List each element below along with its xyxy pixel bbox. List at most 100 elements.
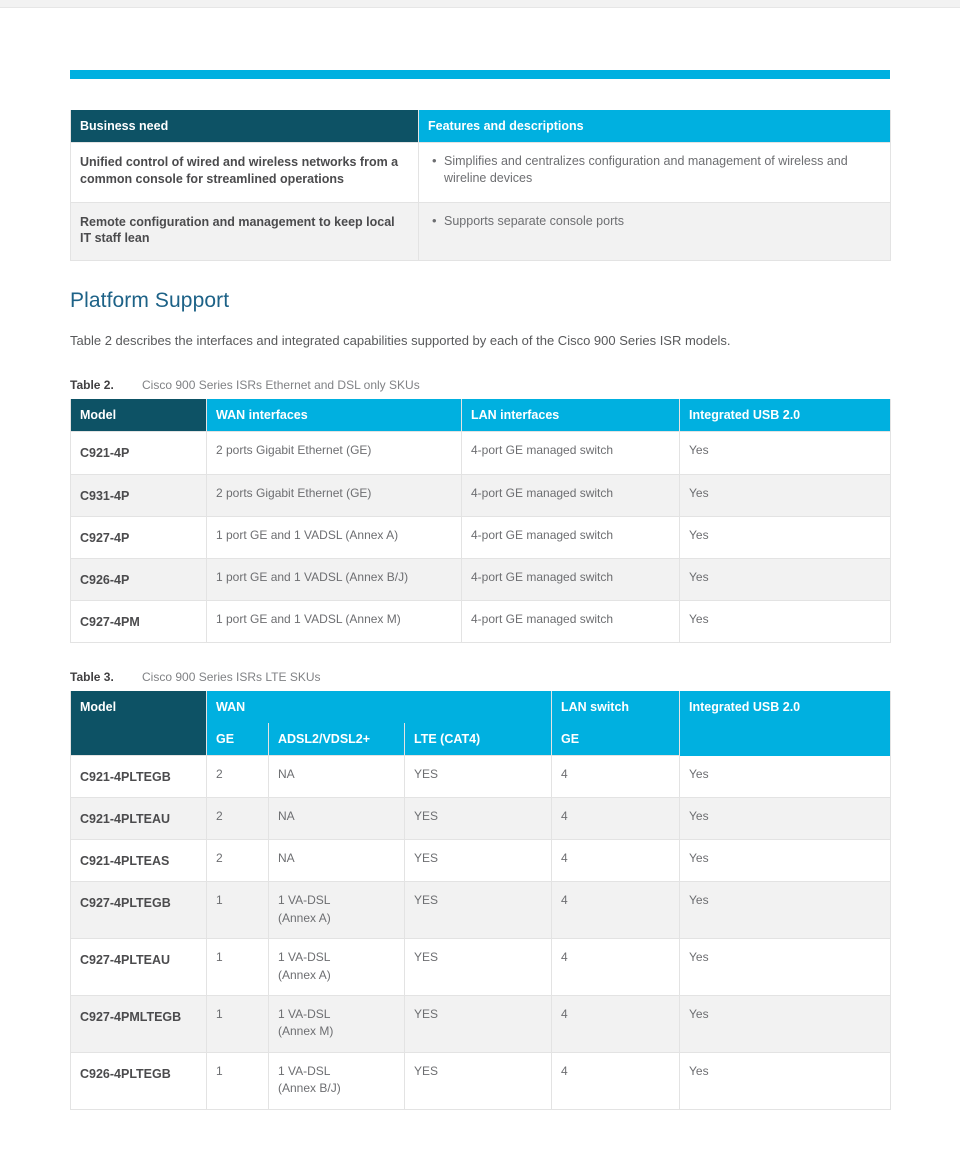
page-top-strip xyxy=(0,0,960,8)
model-cell: C927-4PLTEAU xyxy=(70,938,207,996)
lan-cell: 4-port GE managed switch xyxy=(461,516,680,559)
usb-cell: Yes xyxy=(679,797,891,841)
lte-cell: YES xyxy=(404,755,552,799)
section-intro-text: Table 2 describes the interfaces and int… xyxy=(70,333,731,349)
table-row: C927-4PMLTEGB 1 1 VA-DSL (Annex M) YES 4… xyxy=(70,995,891,1053)
model-cell: C921-4PLTEGB xyxy=(70,755,207,799)
table-row: C921-4PLTEGB 2 NA YES 4 Yes xyxy=(70,755,891,799)
column-header-model: Model xyxy=(70,691,207,757)
column-header-features: Features and descriptions xyxy=(418,110,891,143)
table-row: C927-4PM 1 port GE and 1 VADSL (Annex M)… xyxy=(70,600,891,644)
table-row: C927-4PLTEAU 1 1 VA-DSL (Annex A) YES 4 … xyxy=(70,938,891,996)
adsl-line-1: NA xyxy=(278,767,295,782)
lte-cell: YES xyxy=(404,797,552,841)
wan-ge-cell: 1 xyxy=(206,995,269,1053)
table-header-row: Business need Features and descriptions xyxy=(70,110,891,143)
model-cell: C921-4PLTEAS xyxy=(70,839,207,883)
lan-cell: 4-port GE managed switch xyxy=(461,431,680,475)
adsl-line-2: (Annex A) xyxy=(278,910,331,925)
usb-cell: Yes xyxy=(679,938,891,996)
wan-cell: 1 port GE and 1 VADSL (Annex M) xyxy=(206,600,462,644)
business-needs-table: Business need Features and descriptions … xyxy=(70,110,891,262)
adsl-line-1: 1 VA-DSL xyxy=(278,950,331,965)
lan-ge-cell: 4 xyxy=(551,797,680,841)
table-row: C921-4P 2 ports Gigabit Ethernet (GE) 4-… xyxy=(70,431,891,475)
table-header-group-row: Model WAN LAN switch Integrated USB 2.0 xyxy=(70,691,891,757)
model-cell: C927-4PM xyxy=(70,600,207,644)
lan-ge-cell: 4 xyxy=(551,881,680,940)
model-cell: C927-4PMLTEGB xyxy=(70,995,207,1053)
adsl-line-1: 1 VA-DSL xyxy=(278,1063,331,1078)
wan-cell: 1 port GE and 1 VADSL (Annex B/J) xyxy=(206,558,462,601)
features-cell: Simplifies and centralizes configuration… xyxy=(418,142,891,203)
lte-cell: YES xyxy=(404,1052,552,1110)
wan-cell: 2 ports Gigabit Ethernet (GE) xyxy=(206,474,462,517)
adsl-cell: NA xyxy=(268,755,405,799)
adsl-line-1: NA xyxy=(278,809,295,824)
usb-cell: Yes xyxy=(679,881,891,940)
usb-cell: Yes xyxy=(679,839,891,883)
table-row: C927-4PLTEGB 1 1 VA-DSL (Annex A) YES 4 … xyxy=(70,881,891,940)
table-row: C931-4P 2 ports Gigabit Ethernet (GE) 4-… xyxy=(70,474,891,517)
usb-cell: Yes xyxy=(679,995,891,1053)
table-row: Unified control of wired and wireless ne… xyxy=(70,142,891,203)
column-header-lte-cat4: LTE (CAT4) xyxy=(404,723,552,757)
table-row: Remote configuration and management to k… xyxy=(70,202,891,262)
model-cell: C927-4PLTEGB xyxy=(70,881,207,940)
column-header-integrated-usb: Integrated USB 2.0 xyxy=(679,691,891,756)
table3-lte-skus: Model WAN LAN switch Integrated USB 2.0 … xyxy=(70,691,891,1110)
model-cell: C921-4PLTEAU xyxy=(70,797,207,841)
column-header-business-need: Business need xyxy=(70,110,419,143)
model-cell: C931-4P xyxy=(70,474,207,517)
column-header-group-lan-switch: LAN switch xyxy=(551,691,680,724)
table-row: C927-4P 1 port GE and 1 VADSL (Annex A) … xyxy=(70,516,891,559)
lan-cell: 4-port GE managed switch xyxy=(461,600,680,644)
column-header-adsl-vdsl: ADSL2/VDSL2+ xyxy=(268,723,405,757)
usb-cell: Yes xyxy=(679,431,891,475)
wan-ge-cell: 2 xyxy=(206,797,269,841)
lte-cell: YES xyxy=(404,938,552,996)
lan-cell: 4-port GE managed switch xyxy=(461,474,680,517)
adsl-cell: 1 VA-DSL (Annex A) xyxy=(268,881,405,940)
accent-rule xyxy=(70,70,890,79)
adsl-cell: NA xyxy=(268,797,405,841)
lan-cell: 4-port GE managed switch xyxy=(461,558,680,601)
wan-ge-cell: 1 xyxy=(206,938,269,996)
table2-ethernet-dsl-skus: Model WAN interfaces LAN interfaces Inte… xyxy=(70,399,891,644)
column-header-lan-interfaces: LAN interfaces xyxy=(461,399,680,433)
table-row: C926-4PLTEGB 1 1 VA-DSL (Annex B/J) YES … xyxy=(70,1052,891,1110)
wan-ge-cell: 2 xyxy=(206,839,269,883)
features-list: Simplifies and centralizes configuration… xyxy=(428,152,880,188)
adsl-cell: 1 VA-DSL (Annex M) xyxy=(268,995,405,1053)
column-header-model: Model xyxy=(70,399,207,433)
adsl-cell: NA xyxy=(268,839,405,883)
model-cell: C927-4P xyxy=(70,516,207,559)
table2-caption-text: Cisco 900 Series ISRs Ethernet and DSL o… xyxy=(142,378,420,393)
usb-cell: Yes xyxy=(679,516,891,559)
column-header-wan-interfaces: WAN interfaces xyxy=(206,399,462,433)
lan-ge-cell: 4 xyxy=(551,1052,680,1110)
table2-caption-number: Table 2. xyxy=(70,378,114,393)
table2-caption: Table 2. Cisco 900 Series ISRs Ethernet a… xyxy=(70,378,890,392)
adsl-line-2: (Annex B/J) xyxy=(278,1081,341,1096)
column-header-lan-ge: GE xyxy=(551,723,680,757)
table-row: C921-4PLTEAU 2 NA YES 4 Yes xyxy=(70,797,891,841)
adsl-line-1: 1 VA-DSL xyxy=(278,1007,331,1021)
table-row: C921-4PLTEAS 2 NA YES 4 Yes xyxy=(70,839,891,883)
usb-cell: Yes xyxy=(679,755,891,799)
lte-cell: YES xyxy=(404,995,552,1053)
features-cell: Supports separate console ports xyxy=(418,202,891,262)
adsl-line-1: NA xyxy=(278,851,295,866)
column-header-integrated-usb: Integrated USB 2.0 xyxy=(679,399,891,433)
adsl-cell: 1 VA-DSL (Annex A) xyxy=(268,938,405,996)
adsl-cell: 1 VA-DSL (Annex B/J) xyxy=(268,1052,405,1110)
adsl-line-2: (Annex A) xyxy=(278,967,331,982)
model-cell: C926-4P xyxy=(70,558,207,601)
usb-cell: Yes xyxy=(679,1052,891,1110)
column-header-wan-ge: GE xyxy=(206,723,269,757)
wan-ge-cell: 1 xyxy=(206,881,269,940)
model-cell: C926-4PLTEGB xyxy=(70,1052,207,1110)
table-header-sub-row: GE ADSL2/VDSL2+ LTE (CAT4) GE xyxy=(71,723,891,757)
table3-caption: Table 3. Cisco 900 Series ISRs LTE SKUs xyxy=(70,670,890,684)
lan-ge-cell: 4 xyxy=(551,938,680,996)
